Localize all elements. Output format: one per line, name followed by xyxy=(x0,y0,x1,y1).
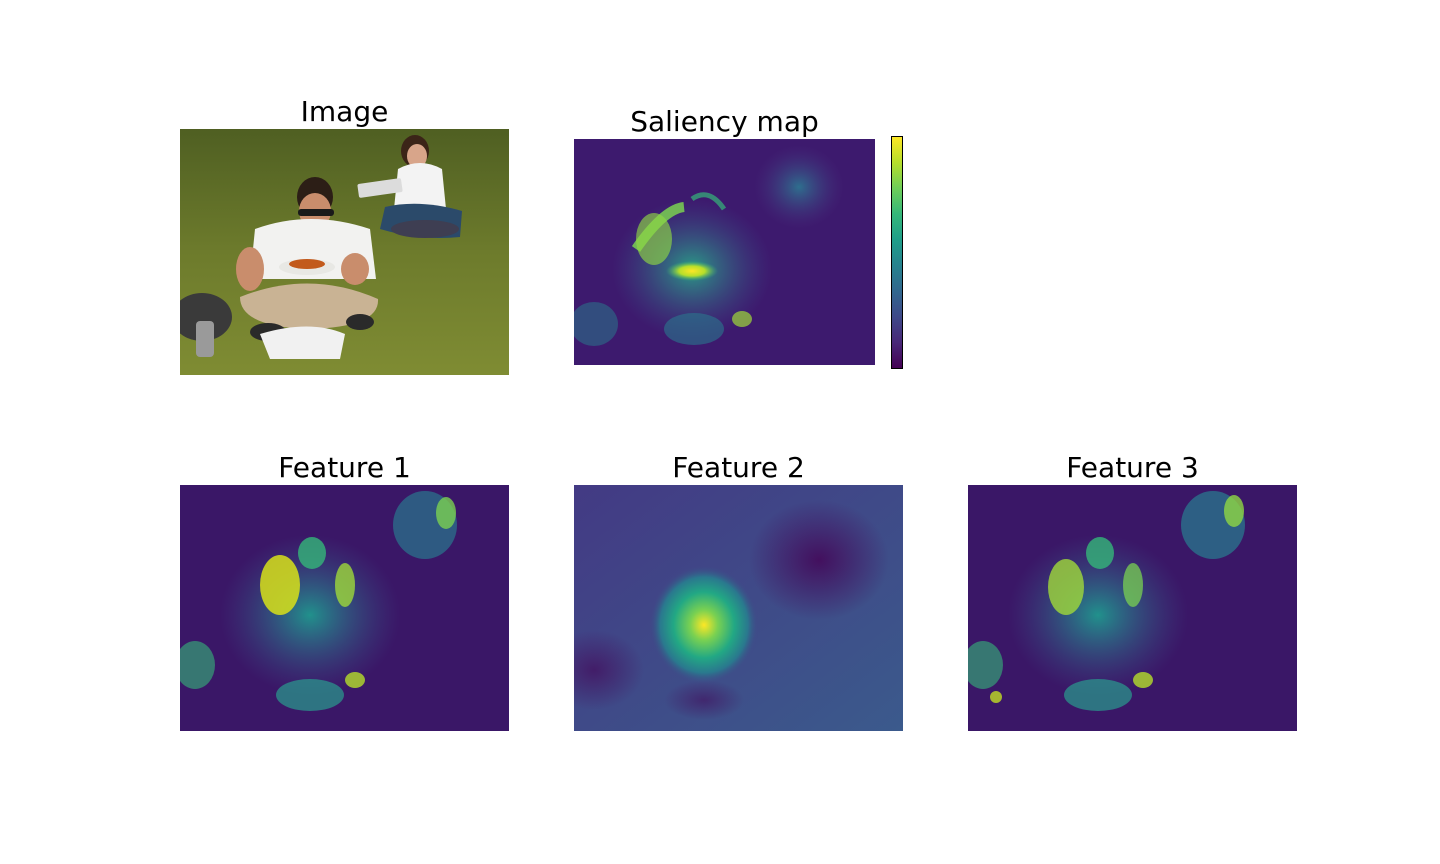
feature-2-heatmap xyxy=(574,485,903,731)
feature-1-panel xyxy=(180,485,509,731)
title-feature-1: Feature 1 xyxy=(278,451,411,484)
colorbar xyxy=(891,136,903,369)
feature-3-panel xyxy=(968,485,1297,731)
saliency-heatmap xyxy=(574,139,875,365)
title-feature-2: Feature 2 xyxy=(672,451,805,484)
feature-3-heatmap xyxy=(968,485,1297,731)
saliency-map-panel xyxy=(574,139,875,365)
title-saliency-map: Saliency map xyxy=(630,105,819,138)
title-image: Image xyxy=(300,95,389,128)
title-feature-3: Feature 3 xyxy=(1066,451,1199,484)
feature-2-panel xyxy=(574,485,903,731)
photo-illustration xyxy=(180,129,509,375)
image-panel xyxy=(180,129,509,375)
feature-1-heatmap xyxy=(180,485,509,731)
